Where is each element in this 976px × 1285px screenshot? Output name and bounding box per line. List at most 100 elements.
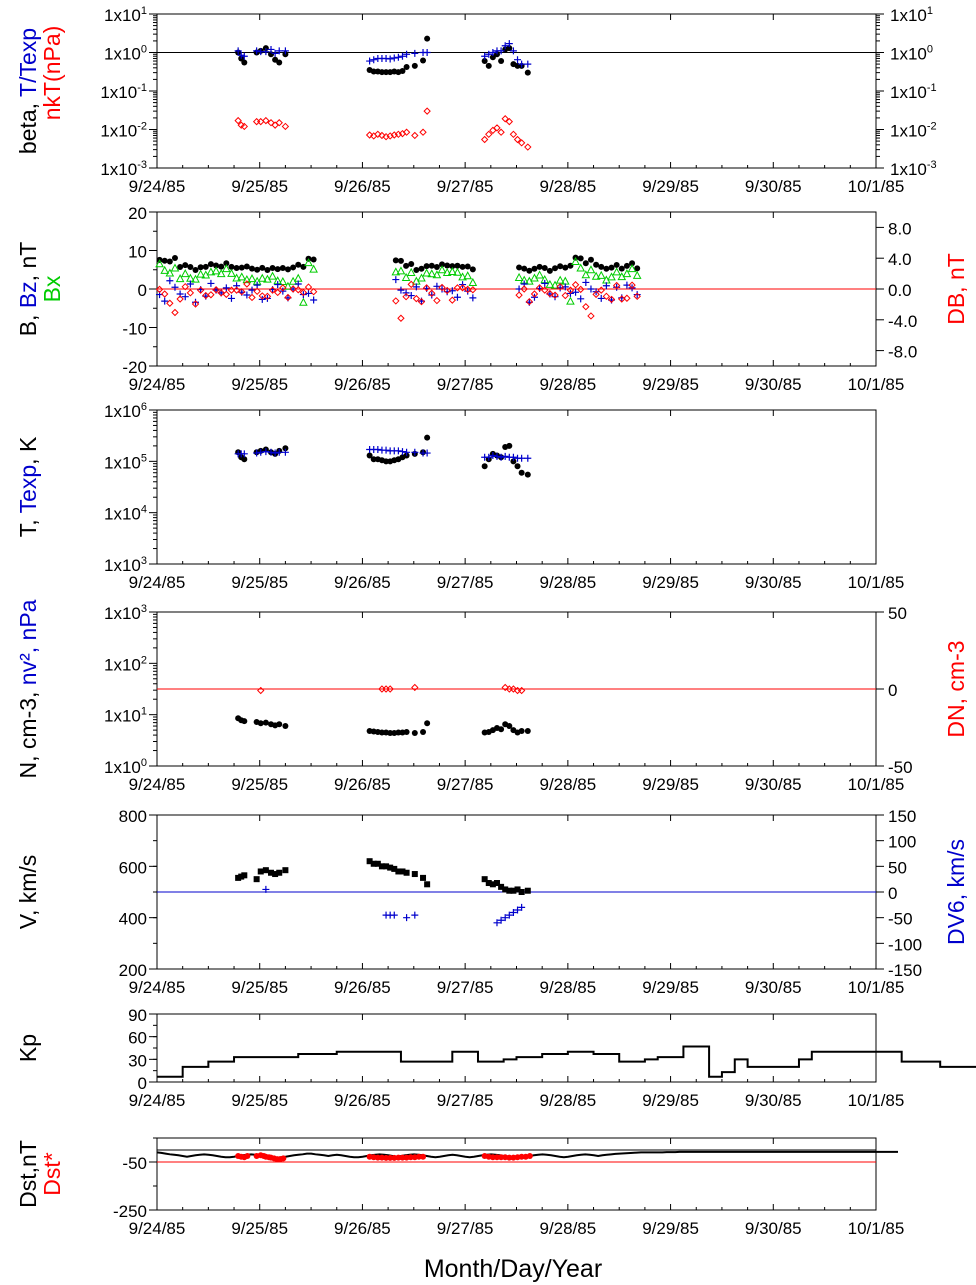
data-point: [634, 272, 641, 279]
data-point: [413, 267, 419, 273]
data-point: [270, 265, 276, 271]
y-axis-label: T, Texp, K: [15, 436, 41, 537]
series-kp: [157, 1046, 976, 1076]
plot-frame: [157, 1138, 876, 1210]
data-point: [470, 266, 476, 272]
data-point: [519, 728, 525, 734]
data-point: [510, 131, 516, 137]
data-point: [598, 264, 604, 270]
x-tick-label: 9/28/85: [539, 1091, 596, 1110]
data-point: [424, 263, 430, 269]
data-point: [588, 257, 594, 263]
data-point: [395, 447, 402, 454]
y-tick-label: 1x103: [104, 603, 147, 623]
series-t: [235, 435, 531, 478]
data-point: [424, 108, 430, 114]
data-point: [577, 265, 584, 272]
data-point: [408, 261, 414, 267]
data-point: [521, 266, 527, 272]
panel-2: 9/24/85 9/25/85 9/26/85 9/27/85 9/28/85 9/29/…: [15, 204, 969, 394]
x-tick-label: 9/28/85: [539, 978, 596, 997]
data-point: [524, 455, 531, 462]
data-point: [249, 287, 256, 294]
y-right-tick-label: -8.0: [888, 343, 917, 362]
data-point: [241, 872, 247, 878]
x-tick-label: 9/25/85: [231, 1091, 288, 1110]
data-point: [465, 263, 471, 269]
y-tick-label: 1x105: [104, 452, 147, 472]
y-axis-label-part: Bz: [15, 281, 41, 308]
data-point: [498, 129, 504, 135]
data-point: [282, 123, 288, 129]
data-point: [218, 264, 224, 270]
data-point: [598, 272, 605, 279]
x-tick-label: 9/29/85: [642, 573, 699, 592]
y-axis-label-right-part: DN, cm-3: [943, 640, 969, 737]
y-tick-label: 90: [128, 1006, 147, 1025]
panel-5: 9/24/85 9/25/85 9/26/85 9/27/85 9/28/85 9/29/…: [15, 807, 969, 997]
data-point: [588, 313, 594, 319]
data-point: [254, 119, 260, 125]
y-axis-label-part: T,: [15, 513, 41, 537]
data-point: [234, 265, 240, 271]
y-axis-label-2: nkT(nPa): [39, 26, 65, 121]
y-tick-label: -250: [113, 1202, 147, 1221]
data-point: [258, 720, 264, 726]
panel-3: 9/24/85 9/25/85 9/26/85 9/27/85 9/28/85 9/29/…: [15, 401, 904, 592]
y-tick-label: 60: [128, 1029, 147, 1048]
data-point: [311, 257, 317, 263]
y-tick-label: 1x10-3: [100, 159, 147, 179]
data-point: [411, 50, 418, 57]
data-point: [525, 144, 531, 150]
x-tick-label: 9/30/85: [745, 775, 802, 794]
data-point: [526, 268, 532, 274]
data-point: [486, 63, 492, 69]
data-point: [536, 271, 543, 278]
data-point: [587, 266, 594, 273]
data-point: [434, 264, 440, 270]
data-point: [391, 912, 398, 919]
data-point: [244, 263, 250, 269]
y-tick-label: 400: [119, 910, 147, 929]
data-point: [387, 55, 394, 62]
x-tick-label: 9/30/85: [745, 1091, 802, 1110]
data-point: [420, 57, 426, 63]
x-tick-label: 9/24/85: [129, 177, 186, 196]
y-tick-label: 10: [128, 243, 147, 262]
data-point: [241, 59, 247, 65]
x-tick-label: 9/30/85: [745, 375, 802, 394]
y-right-tick-label: 50: [888, 604, 907, 623]
x-tick-label: 9/24/85: [129, 1091, 186, 1110]
data-point: [562, 265, 568, 271]
data-point: [519, 889, 525, 895]
data-point: [310, 266, 317, 273]
data-point: [213, 267, 220, 274]
data-point: [434, 298, 440, 304]
data-point: [198, 264, 204, 270]
panel-4: 9/24/85 9/25/85 9/26/85 9/27/85 9/28/85 9/29/…: [15, 599, 969, 794]
panel-7: 9/24/85 9/25/85 9/26/85 9/27/85 9/28/85 9/29/…: [15, 1138, 904, 1238]
data-point: [518, 455, 525, 462]
data-point: [519, 688, 525, 694]
y-tick-label: 1x10-2: [100, 121, 147, 141]
data-point: [258, 688, 264, 694]
y-axis-label-2-part: Bx: [39, 275, 65, 302]
x-tick-label: 9/28/85: [539, 375, 596, 394]
y-tick-label: 1x10-2: [890, 121, 937, 141]
data-point: [411, 912, 418, 919]
data-point: [249, 275, 256, 282]
data-point: [420, 129, 426, 135]
x-tick-label: 9/26/85: [334, 1219, 391, 1238]
y-axis-label-right: DB, nT: [943, 253, 969, 325]
x-tick-label: 9/26/85: [334, 375, 391, 394]
y-axis-label-part: , nT: [15, 242, 41, 282]
x-tick-label: 10/1/85: [848, 1219, 905, 1238]
data-point: [614, 262, 620, 268]
data-point: [516, 264, 522, 270]
data-point: [567, 298, 574, 305]
data-point: [464, 272, 471, 279]
data-point: [412, 132, 418, 138]
data-point: [290, 264, 296, 270]
data-point: [424, 49, 431, 56]
x-tick-label: 9/29/85: [642, 177, 699, 196]
